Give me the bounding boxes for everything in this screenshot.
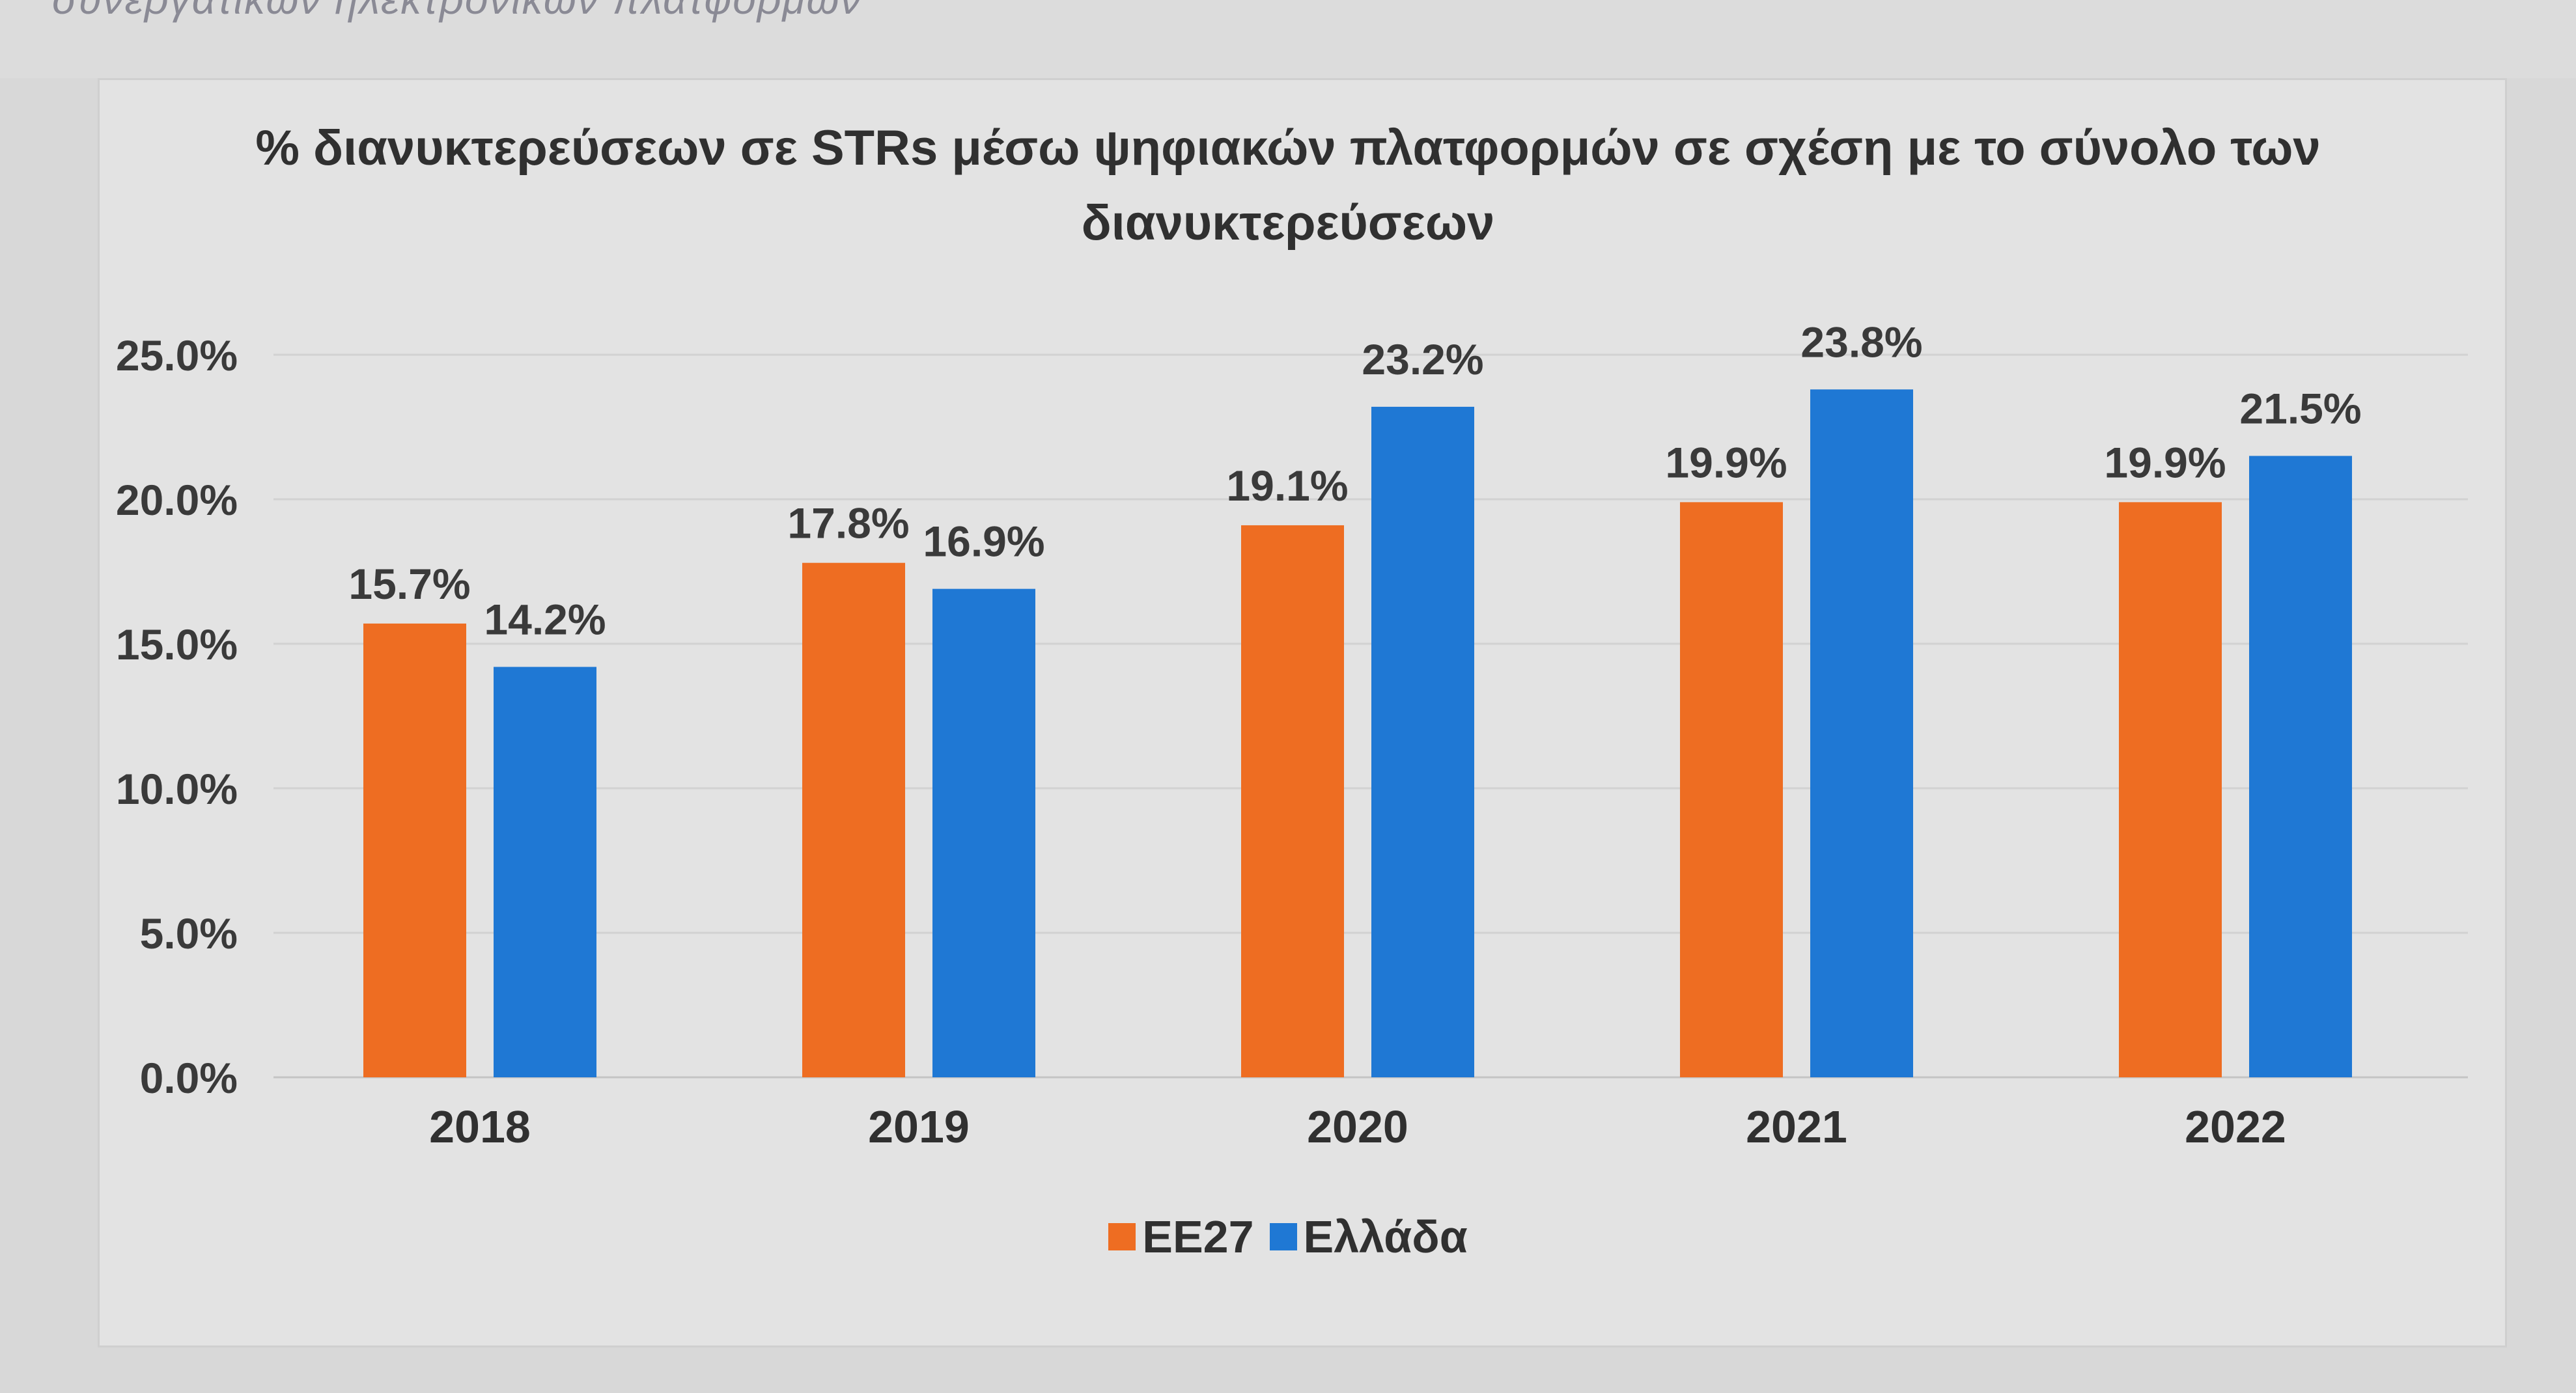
bar-greece-2020	[1371, 406, 1474, 1078]
document-text-strip: συνεργατικών ηλεκτρονικών πλατφορμών	[0, 0, 2576, 78]
data-label: 16.9%	[923, 517, 1044, 566]
data-label: 17.8%	[787, 499, 909, 547]
x-tick-label: 2019	[868, 1101, 970, 1152]
x-tick-label: 2020	[1307, 1101, 1408, 1152]
bar-greece-2019	[932, 588, 1035, 1077]
chart-legend: ΕΕ27 Ελλάδα	[0, 1211, 2576, 1263]
y-tick-label: 0.0%	[140, 1054, 238, 1102]
legend-item-eu27: ΕΕ27	[1108, 1211, 1254, 1263]
legend-label-greece: Ελλάδα	[1303, 1211, 1468, 1262]
bar-greece-2021	[1810, 389, 1913, 1077]
bar-eu27-2019	[802, 562, 905, 1077]
bar-greece-2018	[494, 667, 596, 1077]
cropped-document-text: συνεργατικών ηλεκτρονικών πλατφορμών	[52, 0, 862, 23]
bar-eu27-2021	[1680, 502, 1783, 1077]
data-label: 23.2%	[1362, 335, 1483, 383]
y-tick-label: 10.0%	[116, 765, 238, 813]
data-label: 21.5%	[2239, 384, 2361, 432]
data-label: 19.1%	[1226, 462, 1348, 510]
bar-eu27-2020	[1241, 525, 1344, 1077]
x-tick-label: 2022	[2185, 1101, 2286, 1152]
y-tick-label: 5.0%	[140, 909, 238, 958]
legend-item-greece: Ελλάδα	[1269, 1211, 1468, 1263]
legend-swatch-eu27	[1108, 1223, 1136, 1250]
x-tick-label: 2018	[429, 1101, 531, 1152]
chart-title-line-2: διανυκτερεύσεων	[1081, 195, 1495, 251]
data-label: 23.8%	[1800, 318, 1922, 366]
y-tick-label: 20.0%	[116, 476, 238, 524]
chart-title-line-1: % διανυκτερεύσεων σε STRs μέσω ψηφιακών …	[255, 120, 2321, 176]
bar-eu27-2018	[363, 623, 466, 1077]
bar-greece-2022	[2249, 456, 2352, 1077]
y-tick-label: 25.0%	[116, 331, 238, 379]
data-label: 15.7%	[348, 560, 470, 608]
data-label: 14.2%	[484, 596, 606, 644]
legend-label-eu27: ΕΕ27	[1142, 1211, 1254, 1262]
y-tick-label: 15.0%	[116, 620, 238, 669]
legend-swatch-greece	[1269, 1223, 1297, 1250]
data-label: 19.9%	[1665, 438, 1787, 486]
bar-eu27-2022	[2119, 502, 2222, 1077]
data-label: 19.9%	[2104, 438, 2226, 486]
chart-title: % διανυκτερεύσεων σε STRs μέσω ψηφιακών …	[0, 111, 2576, 260]
x-tick-label: 2021	[1746, 1101, 1847, 1152]
